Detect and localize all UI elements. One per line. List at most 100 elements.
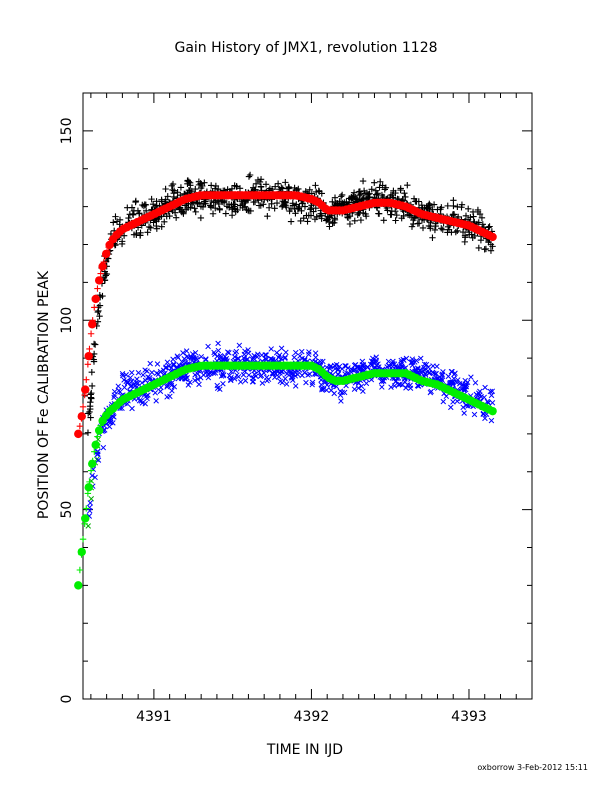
data-point: [338, 398, 344, 404]
data-point: [450, 211, 458, 218]
data-point: [192, 377, 198, 384]
data-point: [180, 350, 186, 356]
data-point: [271, 205, 278, 212]
data-point: [170, 361, 177, 367]
data-point: [144, 229, 151, 236]
data-point: [306, 186, 313, 193]
data-point: [400, 212, 407, 220]
data-point: [355, 385, 362, 391]
data-point: [279, 202, 287, 209]
data-point: [295, 205, 302, 212]
data-point: [142, 207, 150, 215]
data-point: [164, 359, 171, 365]
data-point: [320, 358, 326, 365]
data-point: [240, 372, 247, 378]
data-point: [236, 185, 244, 192]
fit-point: [74, 581, 83, 590]
data-point: [110, 420, 116, 426]
data-point: [128, 204, 136, 211]
data-point: [87, 330, 95, 337]
data-point: [399, 364, 406, 371]
data-point: [461, 238, 468, 246]
data-layer: [74, 171, 497, 590]
data-point: [331, 194, 339, 201]
data-point: [210, 370, 217, 376]
data-point: [250, 184, 257, 191]
data-point: [482, 415, 488, 422]
data-point: [307, 206, 314, 213]
data-point: [199, 203, 207, 211]
data-point: [427, 223, 434, 230]
data-point: [160, 367, 167, 374]
series-2: [74, 191, 497, 439]
data-point: [212, 198, 219, 206]
data-point: [392, 189, 399, 197]
data-point: [476, 210, 484, 218]
data-point: [488, 417, 495, 424]
data-point: [241, 351, 248, 358]
data-point: [462, 386, 469, 393]
data-point: [293, 349, 299, 356]
data-point: [258, 352, 265, 358]
data-point: [228, 185, 236, 192]
data-point: [385, 358, 392, 365]
fit-point: [77, 412, 86, 421]
data-point: [268, 200, 275, 208]
data-point: [120, 372, 126, 379]
data-point: [392, 207, 399, 215]
data-point: [312, 182, 319, 189]
data-point: [242, 377, 249, 384]
data-point: [279, 185, 286, 192]
data-point: [390, 358, 396, 365]
y-axis: 0 50 100 150: [59, 118, 532, 703]
data-point: [79, 536, 87, 543]
data-point: [205, 374, 212, 381]
data-point: [331, 390, 337, 397]
data-point: [397, 381, 403, 388]
data-point: [345, 365, 351, 371]
data-point: [179, 207, 186, 215]
data-point: [393, 211, 400, 219]
fit-point: [74, 429, 83, 439]
data-point: [462, 212, 470, 220]
data-point: [351, 386, 358, 392]
data-point: [355, 188, 363, 196]
data-point: [100, 444, 107, 451]
data-point: [487, 241, 495, 248]
data-point: [379, 182, 386, 189]
data-point: [398, 361, 404, 368]
data-point: [83, 376, 90, 383]
data-point: [351, 367, 358, 373]
data-point: [299, 348, 305, 355]
data-point: [233, 183, 240, 190]
fit-point: [84, 483, 93, 492]
data-point: [167, 393, 173, 400]
data-point: [463, 402, 469, 409]
data-point: [197, 184, 205, 192]
data-point: [438, 225, 445, 232]
data-point: [312, 188, 320, 196]
data-point: [482, 384, 488, 391]
data-point: [87, 414, 94, 421]
data-point: [170, 193, 178, 201]
data-point: [88, 382, 96, 390]
x-axis: 4391 4392 4393: [90, 93, 533, 725]
data-point: [111, 394, 117, 401]
data-point: [474, 392, 481, 399]
data-point: [388, 211, 395, 218]
data-point: [397, 185, 404, 192]
data-point: [409, 359, 416, 366]
data-point: [452, 370, 458, 377]
data-point: [301, 356, 308, 362]
data-point: [177, 184, 185, 191]
data-point: [371, 179, 378, 186]
data-point: [305, 351, 312, 358]
x-tick-label: 4393: [451, 709, 487, 725]
data-point: [402, 193, 409, 201]
data-point: [346, 220, 354, 228]
data-point: [292, 210, 299, 217]
data-point: [427, 389, 434, 396]
data-point: [207, 182, 215, 189]
data-point: [228, 212, 236, 219]
data-point: [318, 215, 325, 222]
